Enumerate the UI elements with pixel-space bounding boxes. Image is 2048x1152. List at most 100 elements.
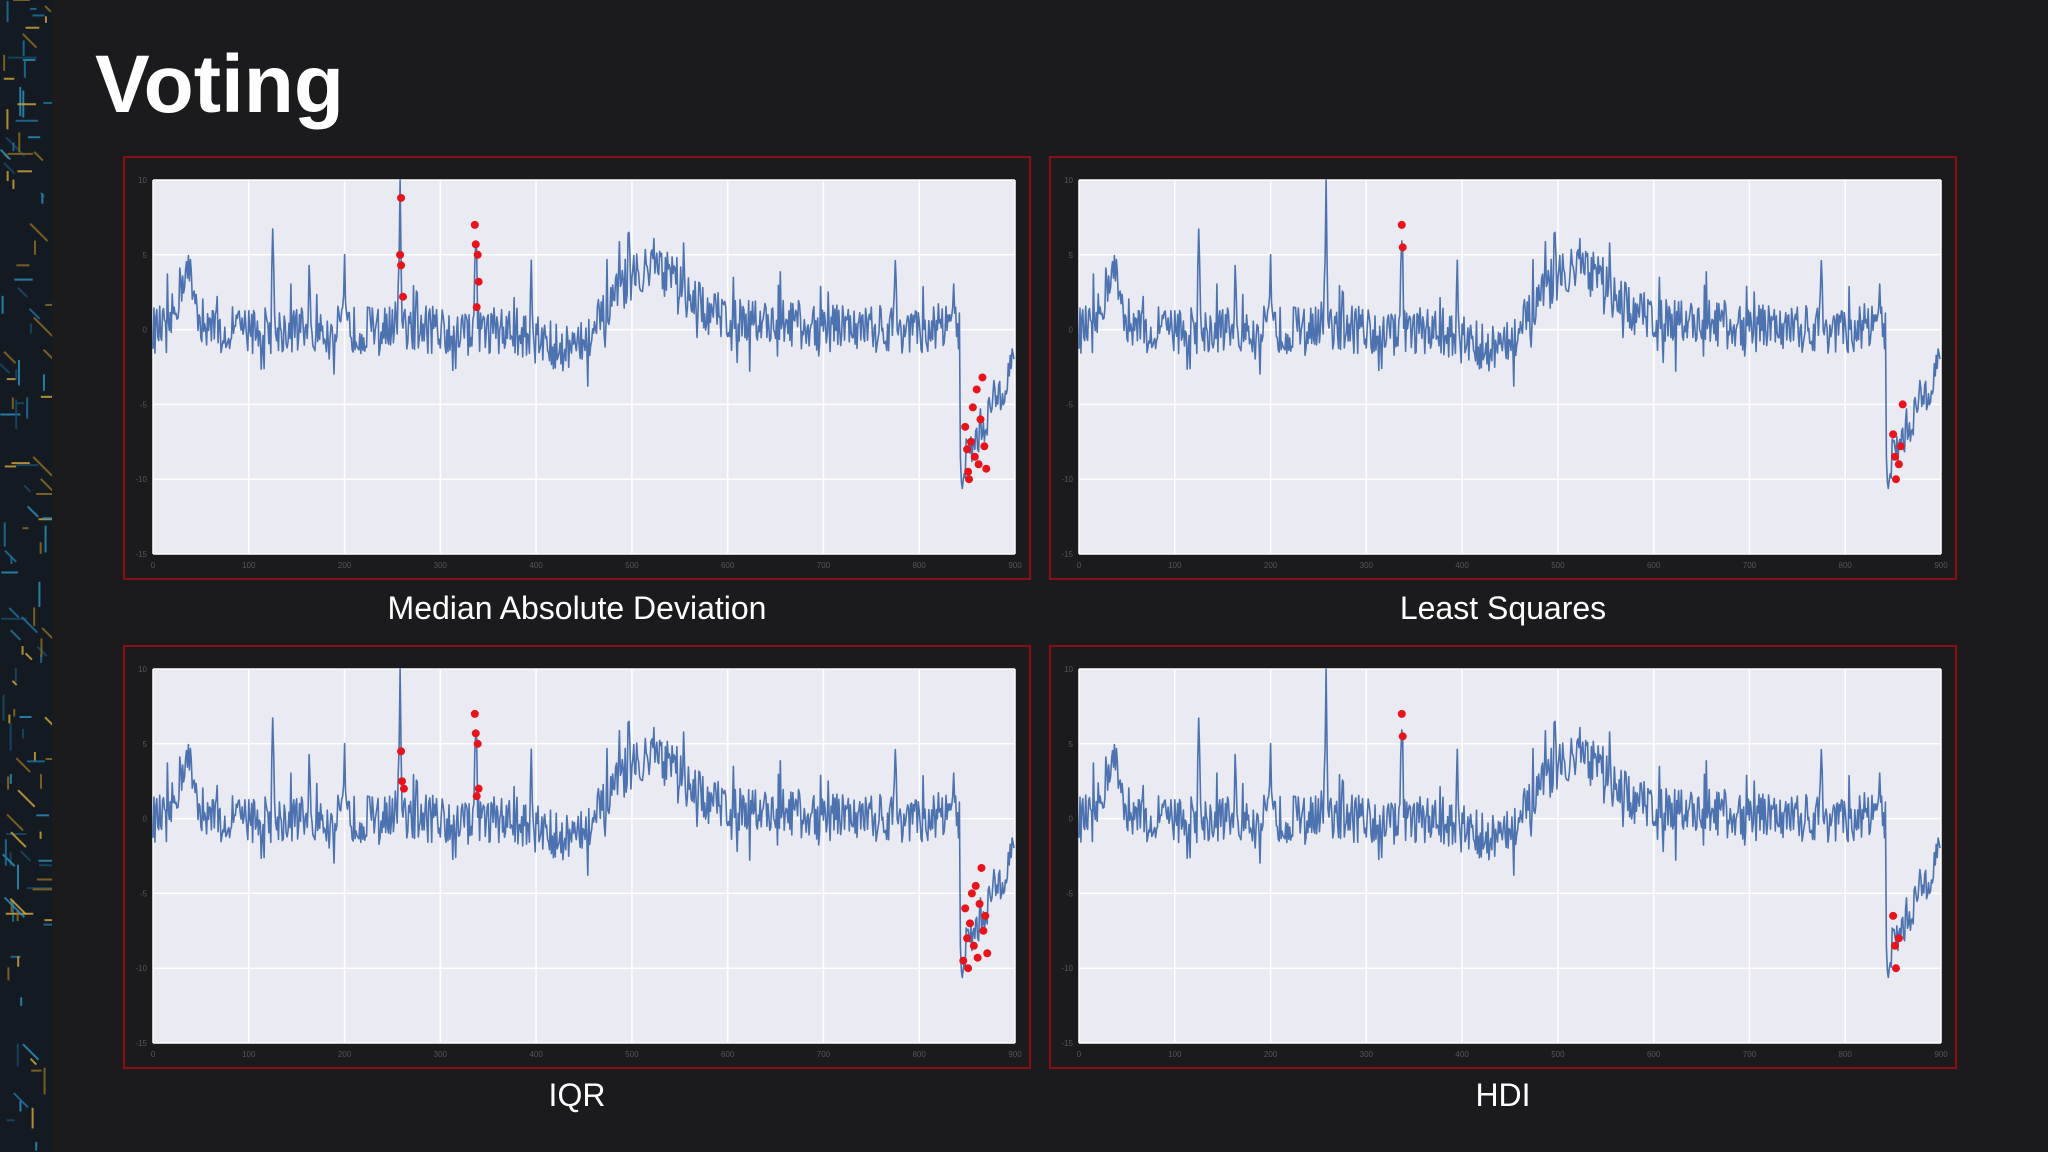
anomaly-point	[1894, 934, 1903, 943]
anomaly-point	[1896, 442, 1905, 451]
x-tick-label: 500	[1551, 561, 1565, 570]
circuit-trace	[17, 286, 28, 298]
anomaly-point	[976, 415, 985, 424]
circuit-trace	[8, 607, 20, 619]
x-tick-label: 200	[1264, 1050, 1278, 1059]
anomaly-point	[1894, 460, 1903, 469]
x-tick-label: 200	[338, 1050, 352, 1059]
circuit-trace	[3, 350, 17, 364]
circuit-trace	[6, 813, 24, 832]
circuit-trace	[9, 897, 27, 916]
anomaly-point	[471, 240, 480, 249]
x-tick-label: 100	[1168, 1050, 1182, 1059]
circuit-trace	[2, 853, 16, 867]
caption-hdi: HDI	[1475, 1077, 1531, 1113]
anomaly-point	[964, 467, 973, 476]
circuit-trace	[29, 222, 49, 242]
slide-title: Voting	[95, 39, 344, 130]
chart-panel-hdi: 0 100 200 300 400 500 600 700 800 900 -15 -10 -5 0 5 10	[1049, 645, 1957, 1069]
y-tick-label: 10	[138, 665, 147, 674]
circuit-trace	[44, 716, 52, 726]
circuit-trace	[28, 307, 41, 320]
circuit-trace	[32, 316, 52, 338]
anomaly-point	[968, 403, 977, 412]
plot-area	[153, 669, 1015, 1043]
anomaly-point	[1398, 243, 1407, 252]
anomaly-point	[474, 784, 483, 793]
anomaly-point	[970, 452, 979, 461]
series-line	[152, 668, 1015, 979]
anomaly-point	[473, 250, 482, 259]
circuit-trace	[44, 5, 52, 13]
x-tick-label: 700	[1743, 561, 1757, 570]
anomaly-point	[974, 460, 983, 469]
anomaly-point	[961, 422, 970, 431]
circuit-trace	[17, 789, 36, 808]
circuit-trace	[0, 363, 11, 374]
gridlines	[152, 668, 1016, 1044]
anomaly-point	[972, 385, 981, 394]
anomaly-point	[963, 445, 972, 454]
x-tick-label: 900	[1008, 561, 1022, 570]
chart-panel-least-squares: 0 100 200 300 400 500 600 700 800 900 -15 -10 -5 0 5 10	[1049, 156, 1957, 580]
x-tick-label: 400	[529, 561, 543, 570]
anomaly-point	[397, 747, 406, 756]
circuit-trace	[3, 896, 26, 918]
anomaly-point	[973, 953, 982, 962]
y-tick-label: -5	[140, 889, 148, 898]
y-tick-label: -15	[1061, 1039, 1073, 1048]
x-tick-label: 600	[1647, 561, 1661, 570]
x-tick-label: 0	[151, 1050, 156, 1059]
circuit-trace	[42, 349, 52, 360]
circuit-trace	[11, 680, 18, 686]
series-line	[152, 179, 1015, 490]
anomaly-point	[398, 777, 407, 786]
x-tick-label: 400	[529, 1050, 543, 1059]
x-tick-label: 700	[817, 561, 831, 570]
y-tick-label: 0	[143, 326, 148, 335]
circuit-trace	[22, 33, 38, 49]
y-tick-label: -5	[140, 400, 148, 409]
circuit-trace	[9, 629, 22, 641]
anomaly-point	[470, 220, 479, 229]
x-tick-label: 900	[1934, 561, 1948, 570]
x-tick-label: 600	[721, 1050, 735, 1059]
anomaly-point	[1891, 452, 1900, 461]
circuit-trace	[33, 151, 44, 162]
y-tick-label: 5	[143, 251, 148, 260]
circuit-trace	[22, 1043, 40, 1061]
circuit-trace	[24, 652, 33, 661]
x-tick-label: 900	[1934, 1050, 1948, 1059]
y-tick-label: 10	[1064, 665, 1073, 674]
y-tick-label: 0	[1069, 815, 1074, 824]
gridlines	[1078, 668, 1942, 1044]
y-tick-label: -10	[135, 964, 147, 973]
x-tick-label: 800	[913, 561, 927, 570]
x-tick-label: 200	[1264, 561, 1278, 570]
x-tick-label: 300	[434, 561, 448, 570]
series-line	[1078, 179, 1941, 490]
plot-area	[153, 180, 1015, 554]
x-tick-label: 700	[817, 1050, 831, 1059]
plot-area	[1079, 180, 1941, 554]
anomaly-point	[472, 792, 481, 801]
y-tick-label: -15	[135, 1039, 147, 1048]
anomaly-point	[969, 941, 978, 950]
x-tick-label: 500	[1551, 1050, 1565, 1059]
anomaly-point	[1891, 475, 1900, 484]
anomaly-point	[471, 729, 480, 738]
y-tick-label: -10	[135, 475, 147, 484]
y-tick-label: 5	[1069, 251, 1074, 260]
circuit-trace	[29, 1058, 38, 1066]
x-tick-label: 0	[151, 561, 156, 570]
anomaly-point	[470, 709, 479, 718]
x-tick-label: 800	[1839, 1050, 1853, 1059]
anomaly-point	[966, 437, 975, 446]
anomaly-point	[965, 475, 974, 484]
x-tick-label: 100	[242, 561, 256, 570]
x-tick-label: 800	[1839, 561, 1853, 570]
y-tick-label: 5	[143, 740, 148, 749]
anomaly-point	[474, 277, 483, 286]
circuit-trace	[13, 1092, 29, 1109]
anomaly-point	[983, 949, 992, 958]
